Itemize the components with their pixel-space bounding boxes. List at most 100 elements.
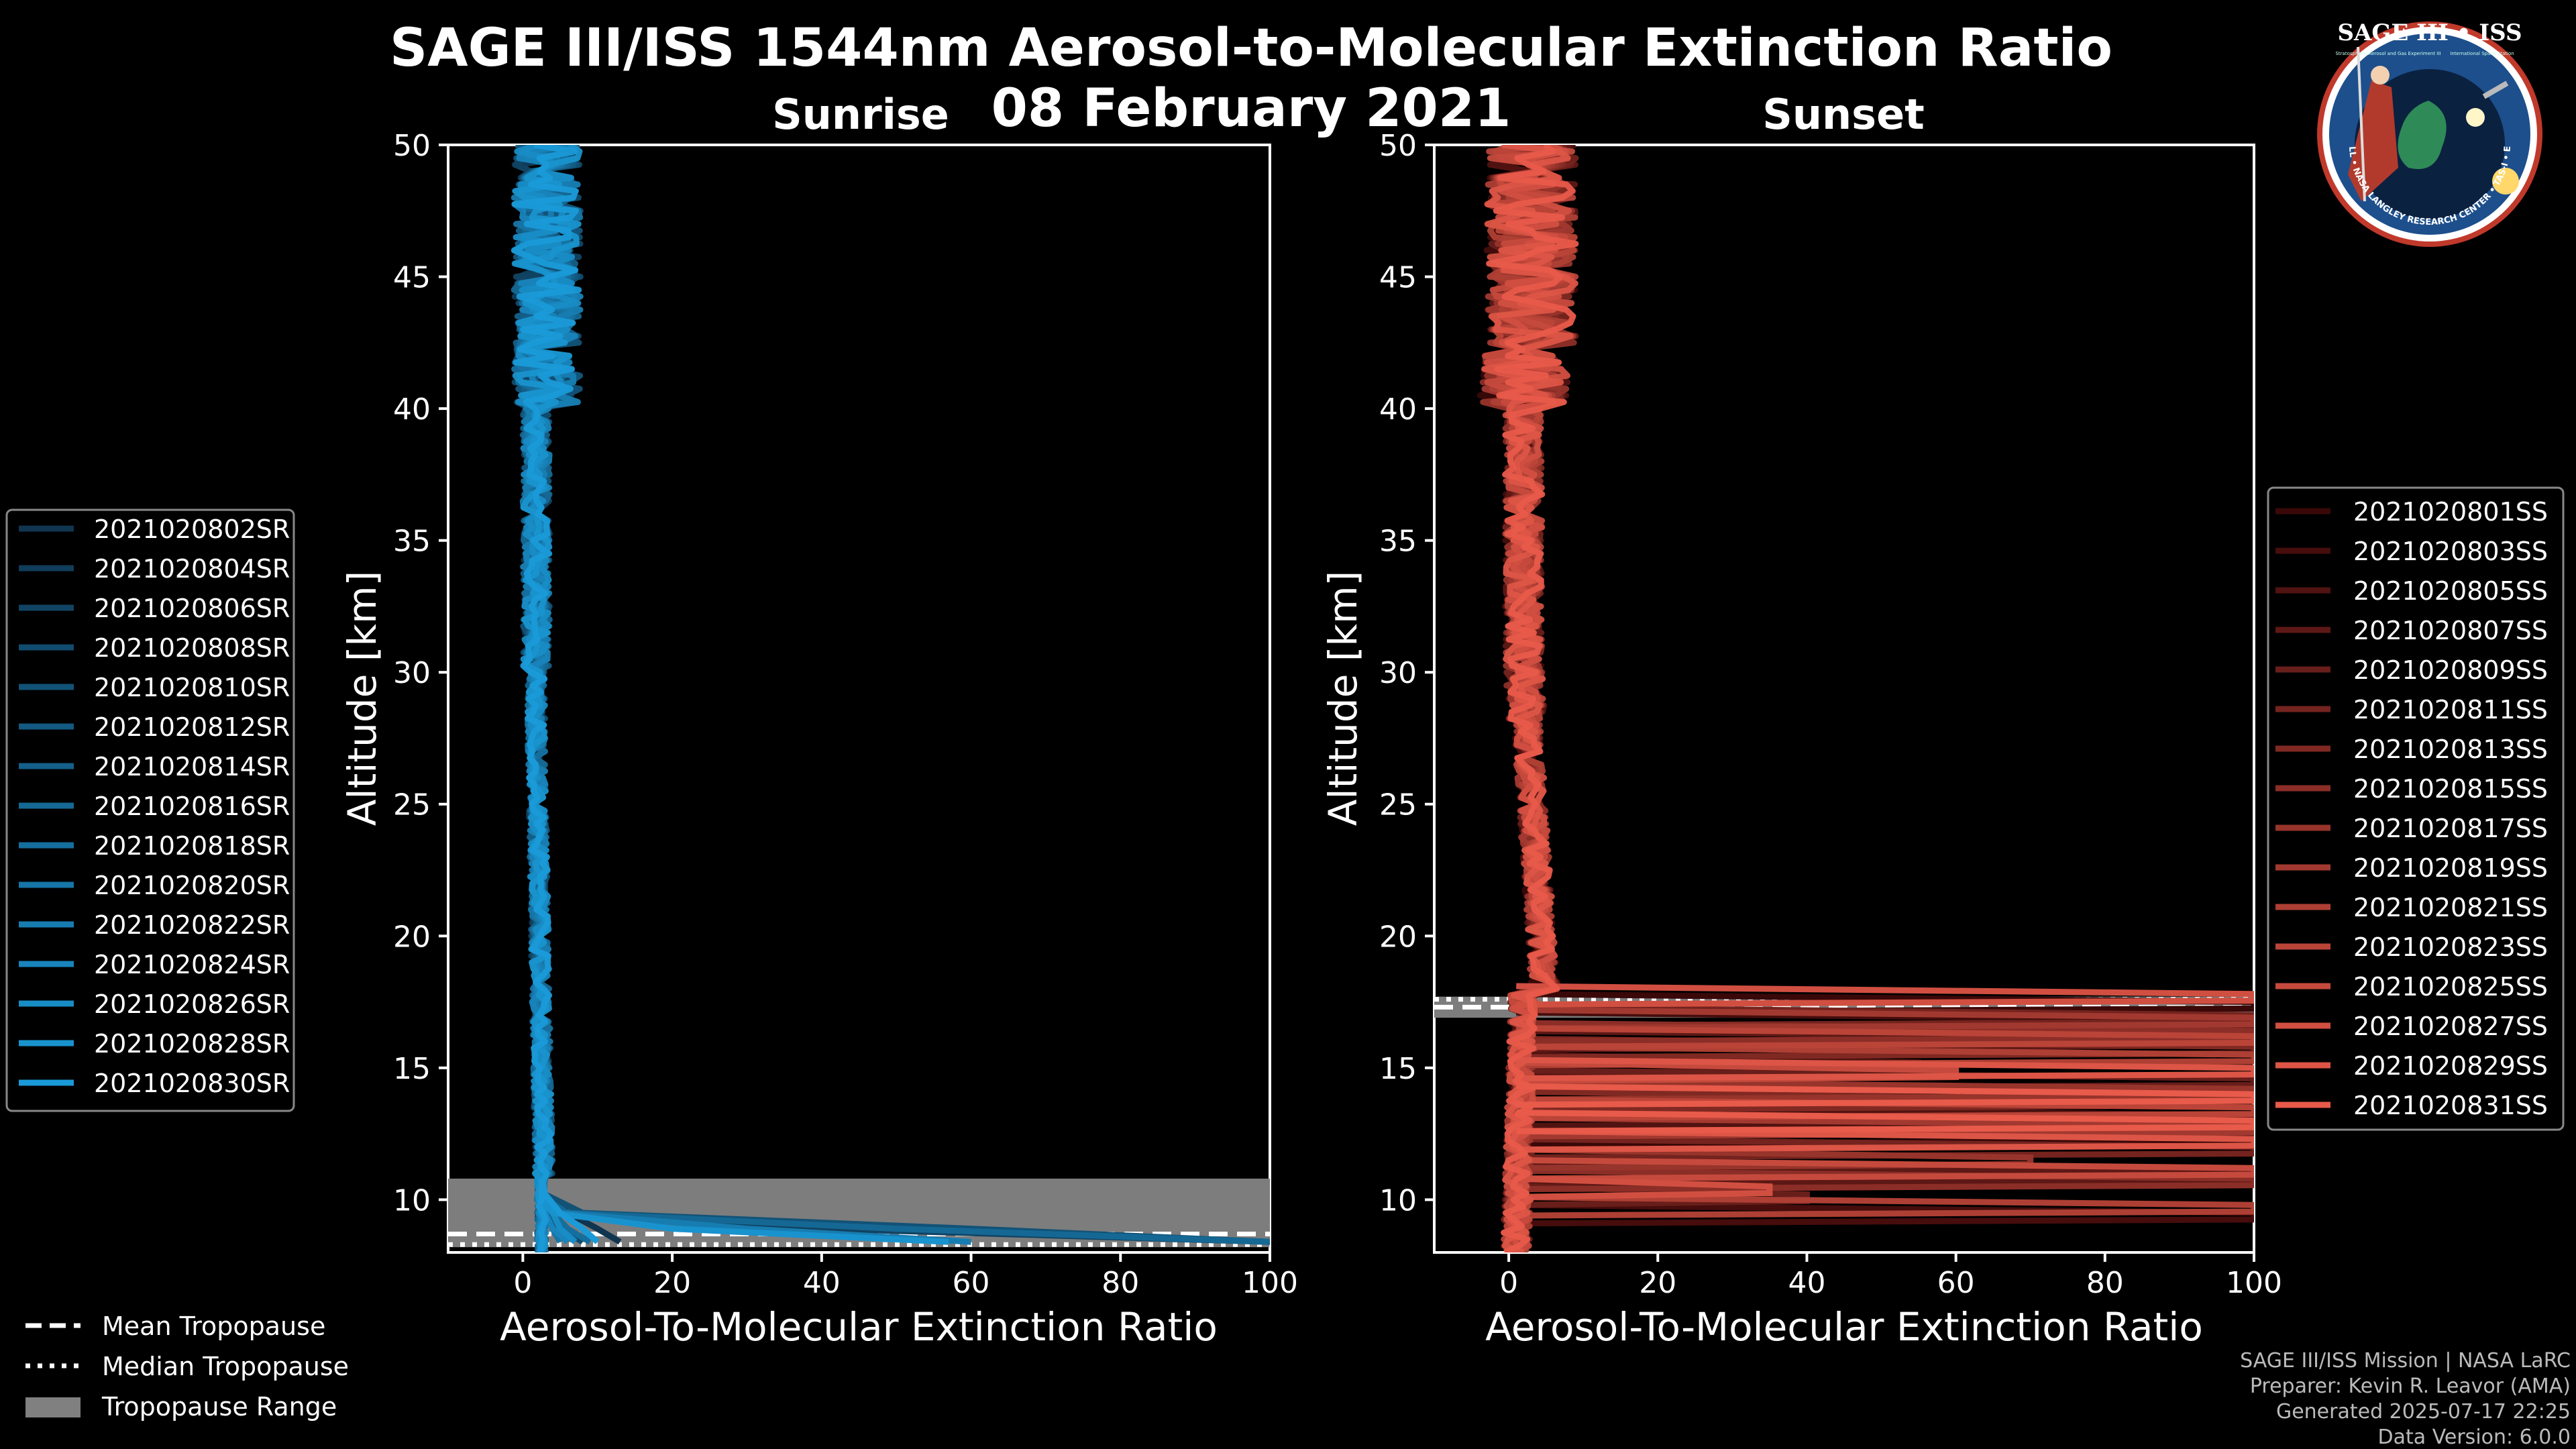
tropopause-range-swatch [25,1397,80,1417]
series-spike-2021020825SS [1516,1157,2254,1182]
series-spike-2021020807SS [1516,1162,2254,1187]
legend-label: 2021020830SR [94,1069,290,1098]
sunset-series-lines [1477,145,2254,1252]
earth-continent-icon [2398,101,2447,169]
legend-label: 2021020804SR [94,554,290,584]
staff-icon [2357,46,2366,202]
logo-title: SAGE III • ISS [2337,19,2522,46]
legend-label: 2021020807SS [2353,616,2548,645]
y-tick-label: 30 [1379,656,1417,690]
legend-label: 2021020825SS [2353,972,2548,1002]
sunrise-series-lines [511,145,1270,1252]
main-title: SAGE III/ISS 1544nm Aerosol-to-Molecular… [390,18,2112,78]
sunrise-plot-area [447,144,1271,1254]
legend-label: 2021020817SS [2353,814,2548,843]
series-line-2021020830SR [511,145,582,1252]
legend-label: 2021020808SR [94,633,290,663]
x-tick-label: 40 [803,1266,841,1300]
y-tick-label: 10 [393,1183,431,1218]
legend-label: 2021020810SR [94,673,290,702]
sunrise-ticks: 0 20 40 60 80 100 10 15 20 25 30 35 40 45 50 [393,129,1298,1300]
legend-label: 2021020812SR [94,712,290,742]
legend-label: 2021020803SS [2353,537,2548,566]
legend-label: 2021020828SR [94,1029,290,1059]
sunset-title: Sunset [1762,90,1925,139]
series-excursion-2021020830SR [538,1177,600,1244]
series-spike-2021020817SS [1516,1077,2254,1103]
series-line-2021020831SS [1486,145,1579,1252]
legend-label: 2021020829SS [2353,1051,2548,1081]
x-tick-label: 0 [1499,1266,1518,1300]
y-tick-label: 30 [393,656,431,690]
legend-label: 2021020823SS [2353,932,2548,962]
y-tick-label: 35 [393,525,431,559]
y-tick-label: 45 [393,261,431,295]
series-spike-2021020821SS [1516,1193,2254,1219]
series-spike-2021020827SS [1516,1175,1773,1200]
y-tick-label: 45 [1379,261,1417,295]
median-tropopause-label: Median Tropopause [102,1352,349,1381]
moon-icon [2466,108,2485,127]
legend-label: 2021020831SS [2353,1091,2548,1120]
legend-label: 2021020809SS [2353,655,2548,685]
x-tick-label: 40 [1788,1266,1825,1300]
legend-label: 2021020824SR [94,950,290,979]
series-spike-2021020829SS [1516,1057,2254,1082]
series-spike-2021020827SS [1516,983,2254,1008]
y-tick-label: 10 [1379,1183,1417,1218]
x-tick-label: 60 [953,1266,990,1300]
x-tick-label: 0 [513,1266,532,1300]
x-tick-label: 100 [1242,1266,1298,1300]
legend-label: 2021020818SR [94,831,290,861]
sunrise-xlabel: Aerosol-To-Molecular Extinction Ratio [500,1304,1218,1350]
tropopause-range-label: Tropopause Range [101,1392,337,1421]
y-tick-label: 35 [1379,525,1417,559]
x-tick-label: 60 [1937,1266,1975,1300]
y-tick-label: 20 [1379,920,1417,954]
sunset-xlabel: Aerosol-To-Molecular Extinction Ratio [1485,1304,2203,1350]
sunset-ylabel: Altitude [km] [1320,571,1366,826]
legend-label: 2021020814SR [94,752,290,782]
series-spike-2021020817SS [1516,1146,2034,1171]
legend-label: 2021020802SR [94,515,290,544]
sunset-ticks: 0 20 40 60 80 100 10 15 20 25 30 35 40 45 50 [1379,129,2282,1300]
logo-subtitle-left: Stratospheric Aerosol and Gas Experiment… [2335,51,2440,56]
legend-label: 2021020805SS [2353,576,2548,606]
legend-label: 2021020822SR [94,910,290,940]
sunset-legend: 2021020801SS 2021020803SS 2021020805SS 2021… [2267,486,2565,1131]
legend-label: 2021020806SR [94,594,290,623]
credit-version: Data Version: 6.0.0 [2378,1426,2571,1449]
x-tick-label: 80 [2086,1266,2124,1300]
logo-subtitle-right: International Space Station [2450,51,2514,56]
series-spike-2021020819SS [1516,1006,2254,1032]
x-tick-label: 20 [653,1266,691,1300]
series-spike-2021020823SS [1516,1025,2254,1050]
sunrise-ylabel: Altitude [km] [339,571,385,826]
y-tick-label: 40 [1379,392,1417,427]
main-date: 08 February 2021 [991,78,1511,139]
legend-label: 2021020811SS [2353,695,2548,724]
iss-icon [2482,80,2509,99]
y-tick-label: 15 [1379,1052,1417,1086]
legend-label: 2021020819SS [2353,853,2548,883]
series-spike-2021020829SS [1516,1128,2254,1153]
sun-icon [2492,168,2519,195]
tropopause-legend: Mean Tropopause Median Tropopause Tropop… [25,1311,349,1421]
sunrise-panel: 0 20 40 60 80 100 10 15 20 25 30 35 40 45 50 Aerosol-T… [339,129,1298,1350]
y-tick-label: 20 [393,920,431,954]
y-tick-label: 50 [393,129,431,163]
figure-head-icon [2371,66,2390,85]
sunrise-title: Sunrise [772,90,949,139]
series-spike-2021020831SS [1516,1083,2254,1108]
credit-mission: SAGE III/ISS Mission | NASA LaRC [2240,1349,2571,1373]
y-tick-label: 40 [393,392,431,427]
x-tick-label: 20 [1639,1266,1676,1300]
y-tick-label: 25 [1379,788,1417,822]
credit-generated: Generated 2025-07-17 22:25 [2276,1400,2571,1424]
legend-label: 2021020820SR [94,871,290,900]
legend-label: 2021020813SS [2353,735,2548,764]
series-spike-2021020831SS [1516,1110,2254,1134]
legend-label: 2021020816SR [94,792,290,821]
legend-label: 2021020801SS [2353,497,2548,527]
